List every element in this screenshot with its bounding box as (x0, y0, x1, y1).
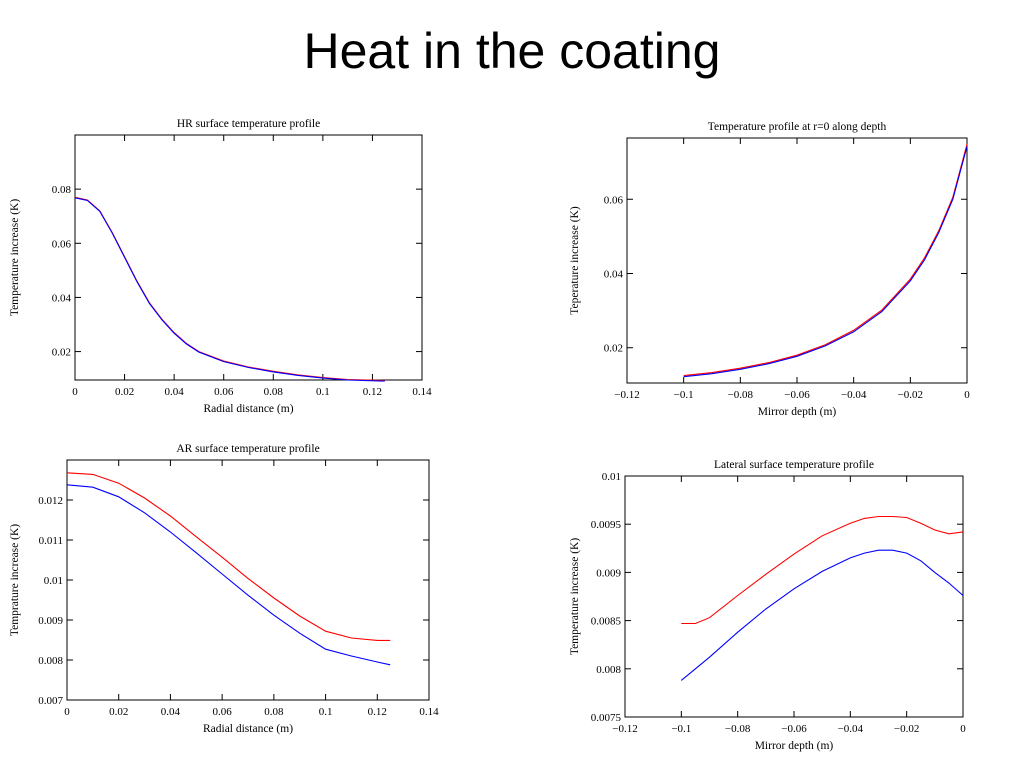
x-axis-label: Mirror depth (m) (758, 406, 837, 418)
plot-frame (626, 137, 968, 384)
x-tick-label: 0.08 (264, 706, 284, 718)
y-tick-label: 0.01 (44, 575, 63, 587)
series-line-red (74, 196, 385, 382)
series-line-red (683, 144, 968, 377)
x-tick-label: 0.04 (161, 706, 181, 718)
y-tick-label: 0.02 (52, 347, 71, 359)
x-tick-label: 0.12 (368, 706, 387, 718)
x-tick-label: 0 (72, 386, 78, 398)
x-tick-label: −0.08 (728, 389, 754, 401)
y-tick-label: 0.02 (604, 343, 623, 355)
x-tick-label: −0.1 (674, 389, 694, 401)
y-axis-label: Teperature increase (K) (569, 206, 581, 315)
series-line-red (66, 472, 391, 641)
y-tick-label: 0.04 (604, 268, 624, 280)
chart-hr-surface: HR surface temperature profile 0 0.02 0.04 0… (9, 118, 432, 415)
x-tick-label: −0.06 (784, 389, 810, 401)
y-tick-label: 0.0095 (591, 519, 622, 531)
series-line-blue (683, 146, 968, 378)
y-tick-label: 0.01 (602, 471, 621, 483)
x-tick-label: 0 (960, 723, 966, 735)
y-axis-label: Temperature increase (K) (569, 538, 581, 655)
x-tick-label: 0.04 (165, 386, 185, 398)
y-tick-label: 0.06 (52, 238, 72, 250)
x-tick-label: 0.12 (363, 386, 382, 398)
x-tick-label: −0.1 (671, 723, 691, 735)
x-axis-label: Mirror depth (m) (755, 740, 834, 752)
y-axis-label: Temperature increase (K) (9, 199, 21, 316)
chart-ar-surface: AR surface temperature profile 0 0.02 0.04 0… (9, 443, 439, 735)
series-line-blue (66, 484, 391, 666)
x-tick-label: 0.1 (319, 706, 333, 718)
x-tick-label: −0.04 (838, 723, 864, 735)
y-tick-label: 0.008 (596, 664, 621, 676)
y-tick-label: 0.012 (38, 495, 63, 507)
y-tick-label: 0.04 (52, 292, 72, 304)
x-axis-label: Radial distance (m) (203, 403, 293, 415)
chart-title: Lateral surface temperature profile (714, 459, 874, 471)
slide-title: Heat in the coating (303, 23, 721, 79)
x-tick-label: 0 (64, 706, 70, 718)
x-tick-label: 0.14 (412, 386, 432, 398)
chart-lateral-surface: Lateral surface temperature profile −0.12… (569, 459, 966, 752)
y-axis-label: Temprature increase (K) (9, 524, 21, 636)
chart-depth-profile: Temperature profile at r=0 along depth −0… (569, 121, 970, 418)
x-tick-label: −0.06 (781, 723, 807, 735)
x-axis-label: Radial distance (m) (203, 723, 293, 735)
chart-title: AR surface temperature profile (176, 443, 319, 455)
series-line-blue (74, 197, 385, 382)
y-tick-label: 0.0085 (591, 616, 622, 628)
x-tick-label: −0.12 (612, 723, 637, 735)
series-line-blue (680, 549, 964, 681)
x-tick-label: −0.04 (841, 389, 867, 401)
y-tick-label: 0.06 (604, 194, 624, 206)
plot-frame (74, 134, 423, 381)
y-tick-label: 0.08 (52, 184, 72, 196)
x-tick-label: 0.06 (213, 706, 233, 718)
x-tick-label: 0.02 (109, 706, 128, 718)
x-tick-label: 0.02 (115, 386, 134, 398)
x-tick-label: −0.02 (894, 723, 919, 735)
x-tick-label: 0.14 (419, 706, 439, 718)
x-tick-label: −0.08 (725, 723, 751, 735)
x-tick-label: 0.08 (264, 386, 284, 398)
plot-frame (624, 475, 964, 718)
x-tick-label: −0.02 (898, 389, 923, 401)
y-tick-label: 0.0075 (591, 712, 622, 724)
chart-title: Temperature profile at r=0 along depth (708, 121, 887, 133)
plot-frame (66, 459, 430, 701)
chart-title: HR surface temperature profile (177, 118, 320, 130)
x-tick-label: −0.12 (614, 389, 639, 401)
x-tick-label: 0.1 (316, 386, 330, 398)
y-tick-label: 0.011 (39, 535, 63, 547)
y-tick-label: 0.008 (38, 655, 63, 667)
y-tick-label: 0.009 (596, 567, 621, 579)
y-tick-label: 0.009 (38, 615, 63, 627)
x-tick-label: 0 (964, 389, 970, 401)
series-line-red (681, 515, 964, 625)
y-tick-label: 0.007 (38, 695, 63, 707)
x-tick-label: 0.06 (214, 386, 234, 398)
